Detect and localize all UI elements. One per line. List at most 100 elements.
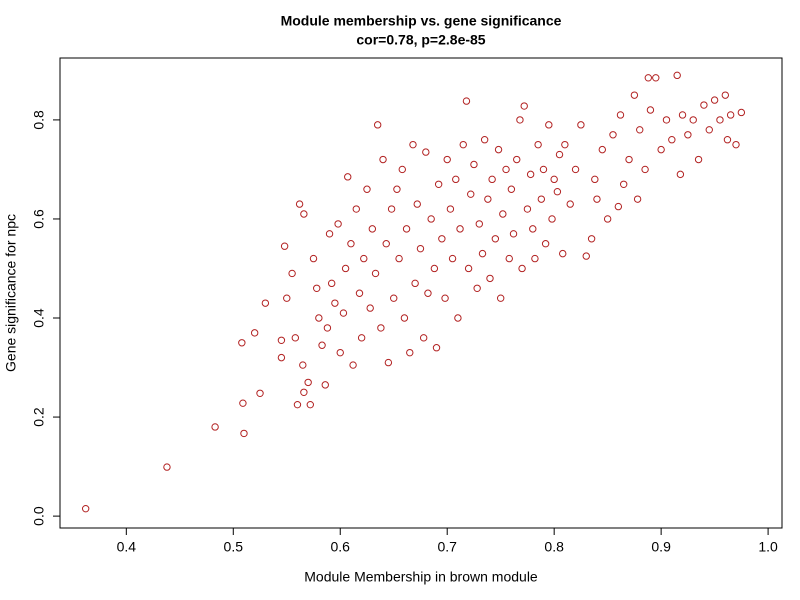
- point: [295, 200, 304, 208]
- point: [261, 299, 270, 307]
- point: [559, 249, 567, 258]
- point: [300, 388, 308, 396]
- point: [277, 353, 286, 362]
- point: [400, 314, 409, 322]
- point: [352, 205, 360, 213]
- point: [550, 175, 558, 184]
- point: [387, 205, 396, 213]
- point: [534, 140, 542, 149]
- point: [306, 400, 314, 409]
- point: [636, 126, 644, 134]
- point: [505, 254, 513, 263]
- point: [327, 279, 336, 288]
- point: [411, 279, 419, 288]
- point: [456, 225, 464, 233]
- point: [473, 284, 481, 292]
- point: [454, 314, 462, 322]
- point: [434, 180, 443, 188]
- point: [371, 269, 380, 278]
- point: [323, 324, 332, 332]
- point: [452, 175, 460, 184]
- point: [163, 463, 171, 471]
- point: [561, 140, 569, 149]
- point: [448, 254, 457, 263]
- point: [684, 131, 692, 139]
- point: [427, 215, 435, 223]
- point: [331, 299, 339, 307]
- point: [480, 136, 489, 144]
- point: [526, 170, 535, 179]
- point: [582, 252, 590, 260]
- chart-title: Module membership vs. gene significance: [281, 13, 562, 29]
- point: [668, 136, 676, 144]
- point: [382, 240, 390, 248]
- point: [304, 378, 312, 387]
- y-tick-label: 0.8: [31, 110, 47, 130]
- point: [321, 381, 329, 389]
- point: [406, 348, 414, 357]
- y-tick-label: 0.0: [31, 506, 47, 526]
- point: [491, 235, 500, 243]
- point: [723, 136, 732, 144]
- point: [390, 294, 398, 302]
- point: [379, 155, 387, 164]
- point: [513, 155, 521, 164]
- point: [393, 185, 401, 193]
- point: [334, 220, 342, 228]
- point: [409, 140, 417, 149]
- point: [732, 140, 740, 149]
- point: [625, 155, 633, 164]
- point: [609, 131, 617, 139]
- point: [373, 121, 382, 129]
- point: [531, 254, 539, 263]
- point: [593, 195, 601, 203]
- point: [360, 254, 368, 263]
- point: [315, 314, 323, 322]
- point: [494, 145, 503, 154]
- point: [419, 334, 428, 342]
- point: [256, 389, 264, 397]
- point: [529, 225, 537, 233]
- point: [363, 185, 371, 193]
- point: [422, 148, 430, 156]
- y-tick-label: 0.4: [31, 308, 47, 328]
- point: [349, 361, 357, 369]
- point: [616, 111, 625, 119]
- point: [377, 324, 385, 332]
- point: [676, 170, 685, 179]
- point: [250, 329, 259, 337]
- y-tick-label: 0.2: [31, 407, 47, 427]
- point: [336, 348, 344, 357]
- point: [539, 165, 548, 174]
- point: [591, 175, 599, 184]
- point: [446, 205, 455, 213]
- point: [488, 175, 496, 184]
- point: [516, 116, 524, 124]
- point: [280, 242, 289, 250]
- point: [502, 165, 510, 174]
- point: [443, 155, 451, 164]
- y-tick-label: 0.6: [31, 209, 47, 229]
- point: [689, 116, 697, 124]
- point: [571, 165, 580, 174]
- point: [619, 180, 628, 188]
- point: [646, 106, 655, 114]
- point: [467, 190, 475, 198]
- point: [553, 188, 562, 196]
- point: [288, 269, 296, 278]
- point: [291, 334, 300, 342]
- point: [614, 202, 623, 211]
- point: [318, 341, 326, 349]
- x-axis-label: Module Membership in brown module: [304, 569, 538, 585]
- point: [366, 304, 374, 312]
- point: [347, 240, 355, 248]
- point: [368, 225, 377, 233]
- point: [430, 264, 439, 273]
- point: [537, 195, 546, 203]
- point: [644, 74, 652, 82]
- point: [438, 235, 446, 243]
- point: [545, 121, 553, 129]
- point: [548, 215, 556, 223]
- point: [716, 116, 724, 124]
